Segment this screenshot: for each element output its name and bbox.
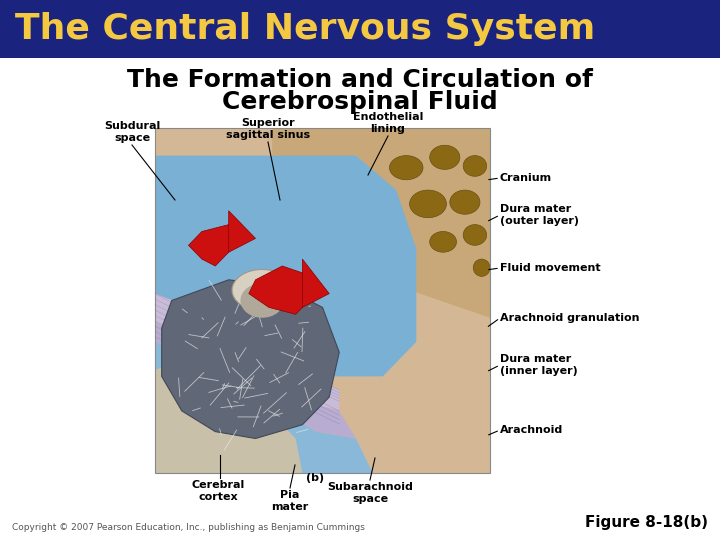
Ellipse shape: [450, 190, 480, 214]
Text: Arachnoid granulation: Arachnoid granulation: [500, 313, 639, 323]
Text: Arachnoid: Arachnoid: [500, 425, 563, 435]
Ellipse shape: [463, 225, 487, 245]
Bar: [0, 0, 720, 58]
Ellipse shape: [232, 269, 292, 311]
Text: (b): (b): [306, 473, 324, 483]
Text: Cerebral
cortex: Cerebral cortex: [192, 480, 245, 502]
Polygon shape: [229, 211, 256, 252]
Polygon shape: [155, 342, 373, 473]
Polygon shape: [155, 362, 302, 473]
Text: The Central Nervous System: The Central Nervous System: [15, 12, 595, 46]
Text: Endothelial
lining: Endothelial lining: [353, 112, 423, 134]
Ellipse shape: [430, 145, 460, 170]
Polygon shape: [162, 280, 339, 438]
Ellipse shape: [430, 232, 456, 252]
Polygon shape: [155, 294, 339, 411]
Ellipse shape: [390, 156, 423, 180]
Ellipse shape: [463, 156, 487, 176]
Polygon shape: [302, 259, 329, 307]
Text: Dura mater
(inner layer): Dura mater (inner layer): [500, 354, 577, 376]
Text: Copyright © 2007 Pearson Education, Inc., publishing as Benjamin Cummings: Copyright © 2007 Pearson Education, Inc.…: [12, 523, 365, 532]
Polygon shape: [155, 128, 490, 473]
Polygon shape: [272, 128, 490, 318]
Text: Fluid movement: Fluid movement: [500, 263, 600, 273]
Polygon shape: [155, 321, 356, 438]
Text: Dura mater
(outer layer): Dura mater (outer layer): [500, 204, 579, 226]
Bar: [155, 128, 490, 473]
Text: Superior
sagittal sinus: Superior sagittal sinus: [226, 118, 310, 140]
Ellipse shape: [410, 190, 446, 218]
Polygon shape: [155, 156, 416, 376]
Text: Cerebrospinal Fluid: Cerebrospinal Fluid: [222, 90, 498, 114]
Polygon shape: [249, 266, 309, 314]
Text: Pia
mater: Pia mater: [271, 490, 309, 511]
Ellipse shape: [473, 259, 490, 276]
Text: Cranium: Cranium: [500, 173, 552, 183]
Text: Subdural
space: Subdural space: [104, 122, 160, 143]
Text: The Formation and Circulation of: The Formation and Circulation of: [127, 68, 593, 92]
Polygon shape: [189, 225, 242, 266]
Text: Figure 8-18(b): Figure 8-18(b): [585, 515, 708, 530]
Ellipse shape: [240, 284, 284, 318]
Text: Subarachnoid
space: Subarachnoid space: [327, 482, 413, 504]
